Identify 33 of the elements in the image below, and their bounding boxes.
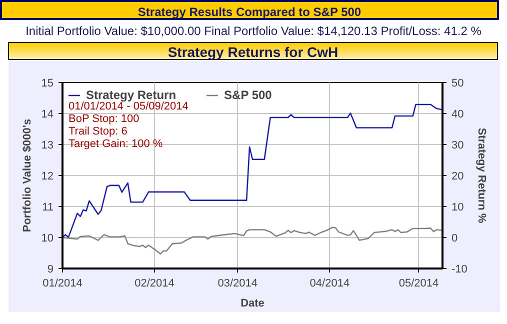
y2-tick-label: -10: [452, 264, 468, 276]
y-tick-label: 11: [42, 202, 54, 214]
y-tick-label: 14: [41, 108, 54, 120]
y2-tick-label: 0: [452, 232, 458, 244]
annotation: Target Gain: 100 %: [68, 138, 163, 150]
x-axis-title: Date: [240, 298, 264, 310]
y-tick-label: 10: [41, 232, 54, 244]
annotation: 01/01/2014 - 05/09/2014: [68, 100, 188, 112]
y2-axis-title: Strategy Return %: [475, 128, 488, 224]
x-tick-label: 02/2014: [134, 278, 174, 290]
chart-title: Strategy Results Compared to S&P 500: [138, 4, 362, 21]
y-tick-label: 13: [41, 140, 54, 152]
y2-tick-label: 20: [452, 170, 464, 182]
y-tick-label: 15: [41, 78, 54, 90]
y-axis-title: Portfolio Value $000's: [21, 118, 34, 232]
y2-tick-label: 40: [452, 108, 464, 120]
y-tick-label: 12: [41, 170, 54, 182]
annotation: BoP Stop: 100: [68, 113, 140, 125]
annotation: Trail Stop: 6: [68, 126, 128, 138]
y2-tick-label: 50: [452, 78, 464, 90]
text: Strategy Returns for CwH: [168, 43, 338, 61]
legend-label: Strategy Return: [86, 88, 176, 102]
y2-tick-label: 10: [452, 202, 464, 214]
x-tick-label: 05/2014: [398, 278, 439, 290]
y2-tick-label: 30: [452, 140, 464, 152]
x-tick-label: 03/2014: [218, 278, 258, 290]
x-tick-label: 01/2014: [42, 278, 82, 290]
line-series: [62, 104, 442, 238]
line-series: [62, 226, 442, 255]
legend-label: S&P 500: [224, 88, 272, 102]
x-tick-label: 04/2014: [310, 278, 350, 290]
chart-subtitle: Initial Portfolio Value: $10,000.00 Final Portfolio Value: $14,120.13 Profit/Loss: 41.2 %: [26, 23, 482, 40]
y-tick-label: 9: [47, 264, 54, 276]
